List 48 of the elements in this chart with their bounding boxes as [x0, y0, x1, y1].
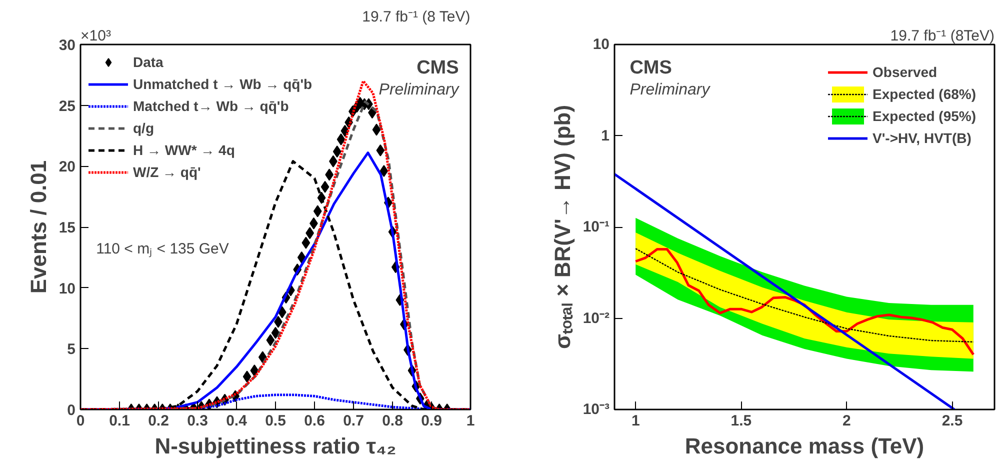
annotation: Preliminary	[630, 82, 711, 99]
y-tick-label: 30	[58, 37, 76, 54]
annotation: 110 < mⱼ < 135 GeV	[96, 240, 229, 258]
annotation: CMS	[416, 58, 459, 79]
x-tick-label: 1	[466, 412, 475, 430]
y-tick-label: 5	[67, 341, 76, 358]
x-tick-label: 2.5	[942, 412, 963, 430]
legend-label: H → WW* → 4q	[133, 142, 235, 158]
legend-label: Expected (68%)	[872, 86, 976, 102]
y-tick-label: 10	[58, 280, 76, 298]
legend-label: W/Z → qq̄'	[133, 164, 201, 180]
legend-label: Matched t→ Wb → qq̄'b	[133, 98, 289, 114]
text: ×10³	[80, 28, 111, 44]
x-tick-label: 0.9	[421, 412, 442, 430]
y-axis-title: Events / 0.01	[26, 160, 51, 294]
x-axis-title: N-subjettiness ratio τ₄₂	[154, 434, 396, 458]
legend-label: q/g	[133, 120, 154, 136]
x-tick-label: 2	[842, 412, 851, 430]
y-tick-label: 15	[58, 220, 76, 236]
legend-label: V'->HV, HVT(B)	[872, 130, 972, 146]
y-tick-label: 10⁻¹	[582, 218, 610, 236]
y-tick-label: 10⁻²	[582, 310, 610, 327]
text: 19.7 fb⁻¹ (8 TeV)	[362, 8, 470, 26]
x-tick-label: 0.8	[382, 412, 403, 430]
y-axis-title: σₜₒₜₐₗ × BR(V'→ HV) (pb)	[550, 104, 575, 350]
x-tick-label: 1	[631, 412, 640, 430]
text: 19.7 fb⁻¹ (8TeV)	[890, 28, 995, 44]
legend-label: Data	[133, 54, 164, 70]
x-tick-label: 1.5	[730, 412, 752, 430]
y-tick-label: 10⁻³	[582, 401, 610, 418]
legend-label: Unmatched t → Wb → qq̄'b	[133, 76, 312, 92]
x-tick-label: 0.2	[148, 412, 169, 430]
x-tick-label: 0.1	[109, 412, 130, 430]
x-tick-label: 0.3	[187, 412, 208, 430]
x-tick-label: 0.4	[226, 412, 248, 430]
y-tick-label: 10	[592, 36, 610, 53]
y-tick-label: 20	[58, 158, 76, 176]
y-tick-label: 0	[67, 402, 76, 419]
annotation: CMS	[630, 58, 672, 79]
x-tick-label: 0.6	[304, 412, 325, 430]
y-tick-label: 1	[601, 127, 610, 144]
x-tick-label: 0.7	[343, 412, 364, 430]
legend-label: Observed	[872, 64, 938, 80]
annotation: Preliminary	[378, 82, 460, 99]
legend-label: Expected (95%)	[872, 108, 976, 124]
x-axis-title: Resonance mass (TeV)	[684, 434, 924, 458]
x-tick-label: 0.5	[265, 412, 286, 430]
y-tick-label: 25	[58, 98, 76, 115]
